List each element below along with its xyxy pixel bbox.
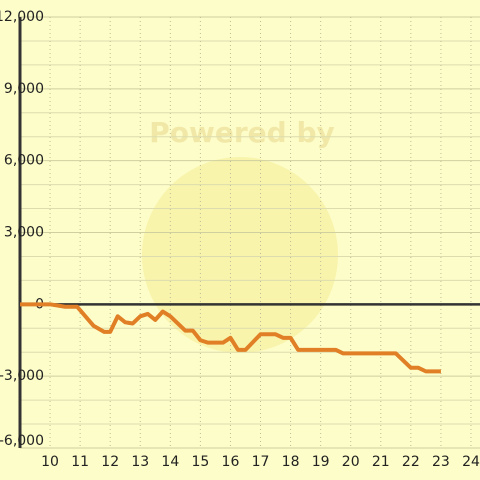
y-tick-label: -3,000 xyxy=(0,368,44,384)
data-line xyxy=(20,302,441,374)
y-tick-label: 3,000 xyxy=(4,225,44,241)
y-tick-label: 9,000 xyxy=(4,81,44,97)
x-tick-label: 10 xyxy=(41,454,59,470)
x-tick-label: 20 xyxy=(342,454,360,470)
x-tick-label: 24 xyxy=(462,454,480,470)
y-tick-label: 12,000 xyxy=(0,9,44,25)
x-tick-label: 22 xyxy=(402,454,420,470)
watermark: Powered by xyxy=(149,116,335,149)
x-tick-label: 12 xyxy=(101,454,119,470)
x-tick-label: 13 xyxy=(131,454,149,470)
x-tick-label: 11 xyxy=(71,454,89,470)
x-tick-label: 14 xyxy=(161,454,179,470)
y-tick-label: 6,000 xyxy=(4,153,44,169)
x-tick-label: 17 xyxy=(252,454,270,470)
x-tick-label: 21 xyxy=(372,454,390,470)
x-tick-label: 15 xyxy=(191,454,209,470)
x-tick-label: 18 xyxy=(282,454,300,470)
x-tick-label: 19 xyxy=(312,454,330,470)
x-tick-label: 23 xyxy=(432,454,450,470)
x-tick-label: 16 xyxy=(222,454,240,470)
y-tick-label: -6,000 xyxy=(0,433,44,449)
watermark-logo xyxy=(142,157,338,353)
